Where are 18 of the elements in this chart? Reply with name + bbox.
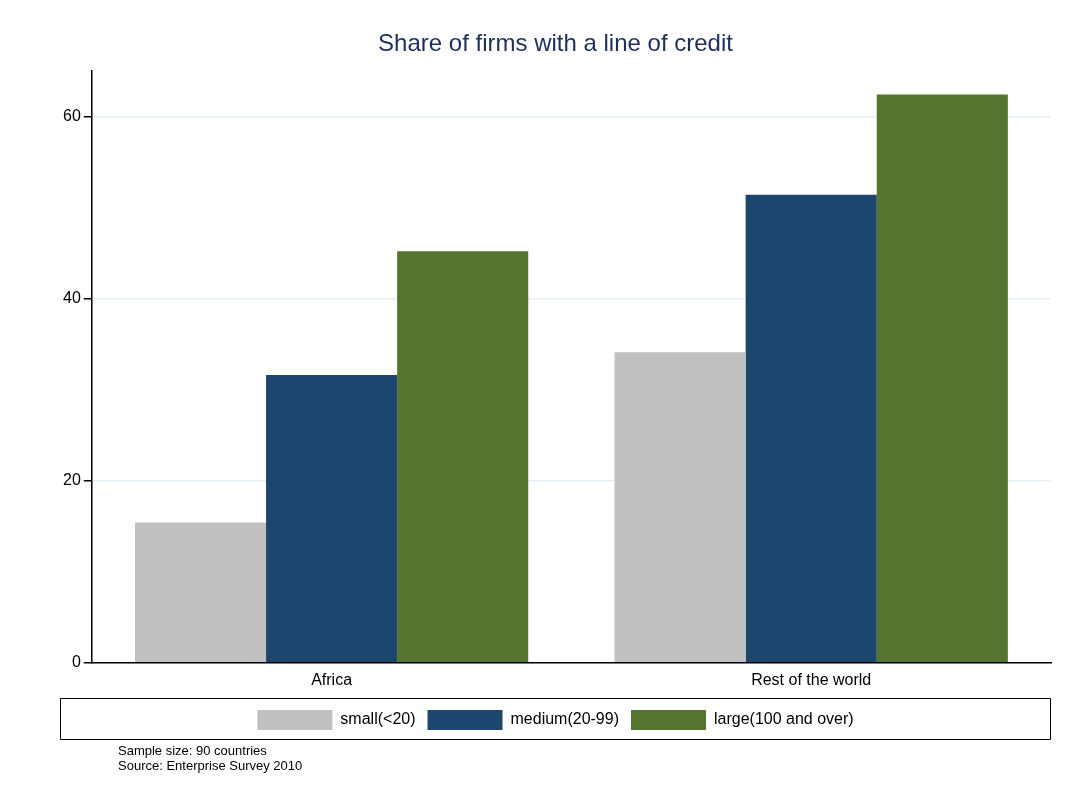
bar [745, 194, 877, 663]
bar [876, 94, 1008, 663]
legend-label: large(100 and over) [713, 710, 854, 728]
y-tick-label: 0 [71, 653, 81, 671]
y-tick-label: 20 [63, 471, 81, 489]
y-tick-label: 60 [63, 106, 81, 124]
source-note: Source: Enterprise Survey 2010 [118, 758, 303, 773]
bar [134, 522, 267, 663]
bar [266, 375, 398, 663]
y-tick-label: 40 [63, 288, 81, 306]
bar [614, 352, 746, 663]
legend-label: small(<20) [340, 710, 416, 728]
x-tick-label: Rest of the world [751, 670, 872, 688]
x-tick-label: Africa [311, 670, 353, 688]
legend-label: medium(20-99) [510, 710, 619, 728]
bar [397, 251, 529, 663]
text: Sample size: 90 countries [118, 743, 268, 758]
chart-title: Share of firms with a line of credit [378, 29, 734, 57]
